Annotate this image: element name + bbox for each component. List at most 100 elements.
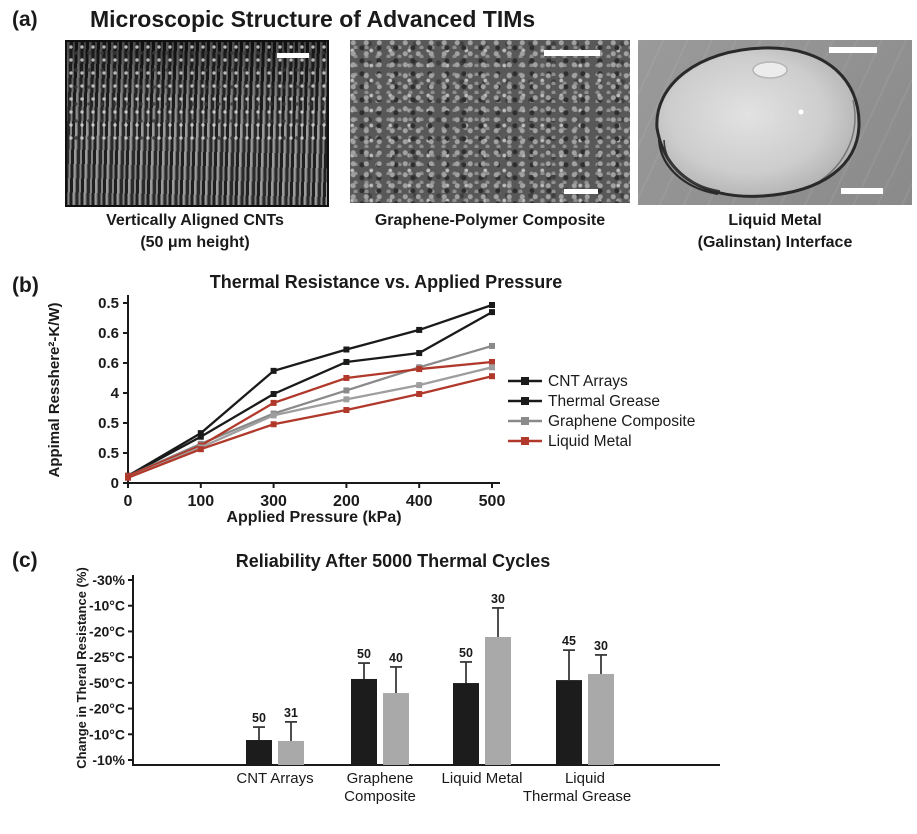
bar-black-bars bbox=[351, 678, 377, 765]
bar-value-label: 45 bbox=[562, 634, 576, 648]
legend-label: Liquid Metal bbox=[548, 433, 632, 450]
liquid-metal-caption: Liquid Metal (Galinstan) Interface bbox=[638, 210, 912, 253]
liquid-metal-droplet bbox=[655, 46, 861, 198]
droplet-fold-line bbox=[657, 134, 719, 196]
legend-marker bbox=[521, 417, 529, 425]
bar-black-bars bbox=[556, 680, 582, 765]
legend-marker bbox=[521, 377, 529, 385]
bar-gray-bars bbox=[383, 693, 409, 765]
droplet-fold-line bbox=[663, 139, 721, 192]
caption-line: (Galinstan) Interface bbox=[697, 233, 853, 251]
legend-marker bbox=[521, 437, 529, 445]
droplet-outline bbox=[655, 46, 861, 198]
series-line-black-line-1 bbox=[127, 303, 493, 477]
graphene-sem-image bbox=[350, 40, 630, 203]
axes bbox=[132, 575, 720, 766]
x-tick-label: 100 bbox=[187, 493, 214, 510]
y-tick-label: 0.5 bbox=[98, 415, 119, 432]
line-chart-x-axis-label: Applied Pressure (kPa) bbox=[226, 509, 402, 526]
series-marker-gray-line-2 bbox=[343, 396, 350, 403]
caption-line: (50 μm height) bbox=[140, 233, 250, 251]
series-marker-black-line-1 bbox=[270, 367, 277, 374]
panel-c-label: (c) bbox=[12, 549, 38, 572]
y-tick-label: -30% bbox=[92, 572, 125, 588]
x-tick-label: 200 bbox=[333, 493, 360, 510]
bar-value-label: 30 bbox=[594, 639, 608, 653]
y-tick-label: 0.6 bbox=[98, 325, 119, 342]
y-tick-label: 0.6 bbox=[98, 355, 119, 372]
y-tick-label: 0 bbox=[111, 475, 119, 492]
series-line-gray-line-2 bbox=[127, 366, 493, 479]
series-marker-black-line-2 bbox=[489, 309, 495, 316]
category-label: Graphene bbox=[347, 770, 414, 787]
category-label: Composite bbox=[344, 788, 416, 805]
legend-label: Graphene Composite bbox=[548, 413, 695, 430]
bar-black-bars bbox=[246, 740, 272, 765]
category-label: Liquid Metal bbox=[442, 770, 523, 787]
scale-bar bbox=[564, 189, 598, 194]
droplet-highlight bbox=[752, 61, 788, 79]
bar-chart: -30% -10°C -20°C -25°C -50°C -20°C -10°C -10% 50… bbox=[89, 572, 720, 805]
droplet-inner-rim bbox=[807, 99, 856, 189]
x-tick-label: 500 bbox=[479, 493, 506, 510]
caption-line: Vertically Aligned CNTs bbox=[106, 212, 284, 229]
series-marker-gray-line-1 bbox=[489, 342, 495, 349]
y-tick-label: -10% bbox=[92, 752, 125, 768]
y-tick-label: 0.5 bbox=[98, 445, 119, 462]
liquid-metal-image bbox=[638, 40, 912, 205]
legend-marker bbox=[521, 397, 529, 405]
line-chart: 0.5 0.6 0.6 4 0.5 0.5 00 100 300 200 400 500 CNT Arr… bbox=[98, 295, 695, 510]
x-tick-label: 0 bbox=[124, 493, 133, 510]
y-tick-label: -50°C bbox=[89, 675, 125, 691]
series-marker-gray-line-1 bbox=[343, 387, 350, 394]
series-marker-black-line-2 bbox=[416, 350, 423, 357]
bar-value-label: 50 bbox=[459, 646, 473, 660]
series-marker-black-line-1 bbox=[343, 346, 350, 353]
x-tick-label: 400 bbox=[406, 493, 433, 510]
series-marker-red-line-2 bbox=[489, 373, 495, 380]
bar-gray-bars bbox=[278, 740, 304, 765]
bar-black-bars bbox=[453, 683, 479, 765]
series-marker-red-line-2 bbox=[343, 407, 350, 414]
line-chart-y-axis-label: Appimal Resshere²-K/W) bbox=[46, 302, 63, 478]
bar-chart-y-axis-label: Change in Theral Resistance (%) bbox=[74, 567, 89, 769]
series-marker-red-line-1 bbox=[343, 374, 350, 381]
panel-b-label: (b) bbox=[12, 274, 39, 297]
series-marker-red-line-1 bbox=[489, 358, 495, 365]
line-chart-title: Thermal Resistance vs. Applied Pressure bbox=[209, 272, 563, 292]
y-tick-label: -10°C bbox=[89, 726, 125, 742]
caption-line: Graphene-Polymer Composite bbox=[374, 212, 606, 229]
y-tick-label: 4 bbox=[111, 385, 120, 402]
y-tick-label: 0.5 bbox=[98, 295, 119, 312]
cnt-sem-image bbox=[65, 40, 329, 207]
series-line-gray-line-1 bbox=[127, 344, 493, 477]
category-label: Liquid bbox=[565, 770, 605, 787]
series-marker-black-line-1 bbox=[197, 430, 204, 437]
caption-line: Liquid Metal bbox=[728, 212, 822, 229]
bar-value-label: 50 bbox=[252, 711, 266, 725]
scale-bar bbox=[841, 188, 883, 194]
y-tick-label: -10°C bbox=[89, 598, 125, 614]
series-marker-gray-line-2 bbox=[489, 364, 495, 371]
bar-gray-bars bbox=[588, 673, 614, 765]
cnt-caption: Vertically Aligned CNTs (50 μm height) bbox=[65, 210, 325, 253]
y-tick-label: -20°C bbox=[89, 623, 125, 639]
bar-value-label: 40 bbox=[389, 651, 403, 665]
series-marker-red-line-2 bbox=[416, 391, 423, 397]
series-line-red-line-2 bbox=[127, 375, 493, 479]
series-marker-black-line-2 bbox=[270, 391, 277, 397]
category-label: Thermal Grease bbox=[523, 788, 631, 805]
series-marker-gray-line-2 bbox=[416, 382, 423, 389]
bar-value-label: 50 bbox=[357, 647, 371, 661]
series-marker-red-line-2 bbox=[197, 446, 204, 453]
series-marker-red-line-1 bbox=[270, 399, 277, 406]
legend-label: CNT Arrays bbox=[548, 373, 628, 390]
series-line-black-line-2 bbox=[127, 311, 493, 477]
graphene-caption: Graphene-Polymer Composite bbox=[340, 210, 640, 232]
bar-value-label: 31 bbox=[284, 706, 298, 720]
series-marker-black-line-2 bbox=[197, 433, 204, 440]
series-marker-black-line-2 bbox=[343, 358, 350, 365]
category-label: CNT Arrays bbox=[236, 770, 313, 787]
legend-label: Thermal Grease bbox=[548, 393, 660, 410]
